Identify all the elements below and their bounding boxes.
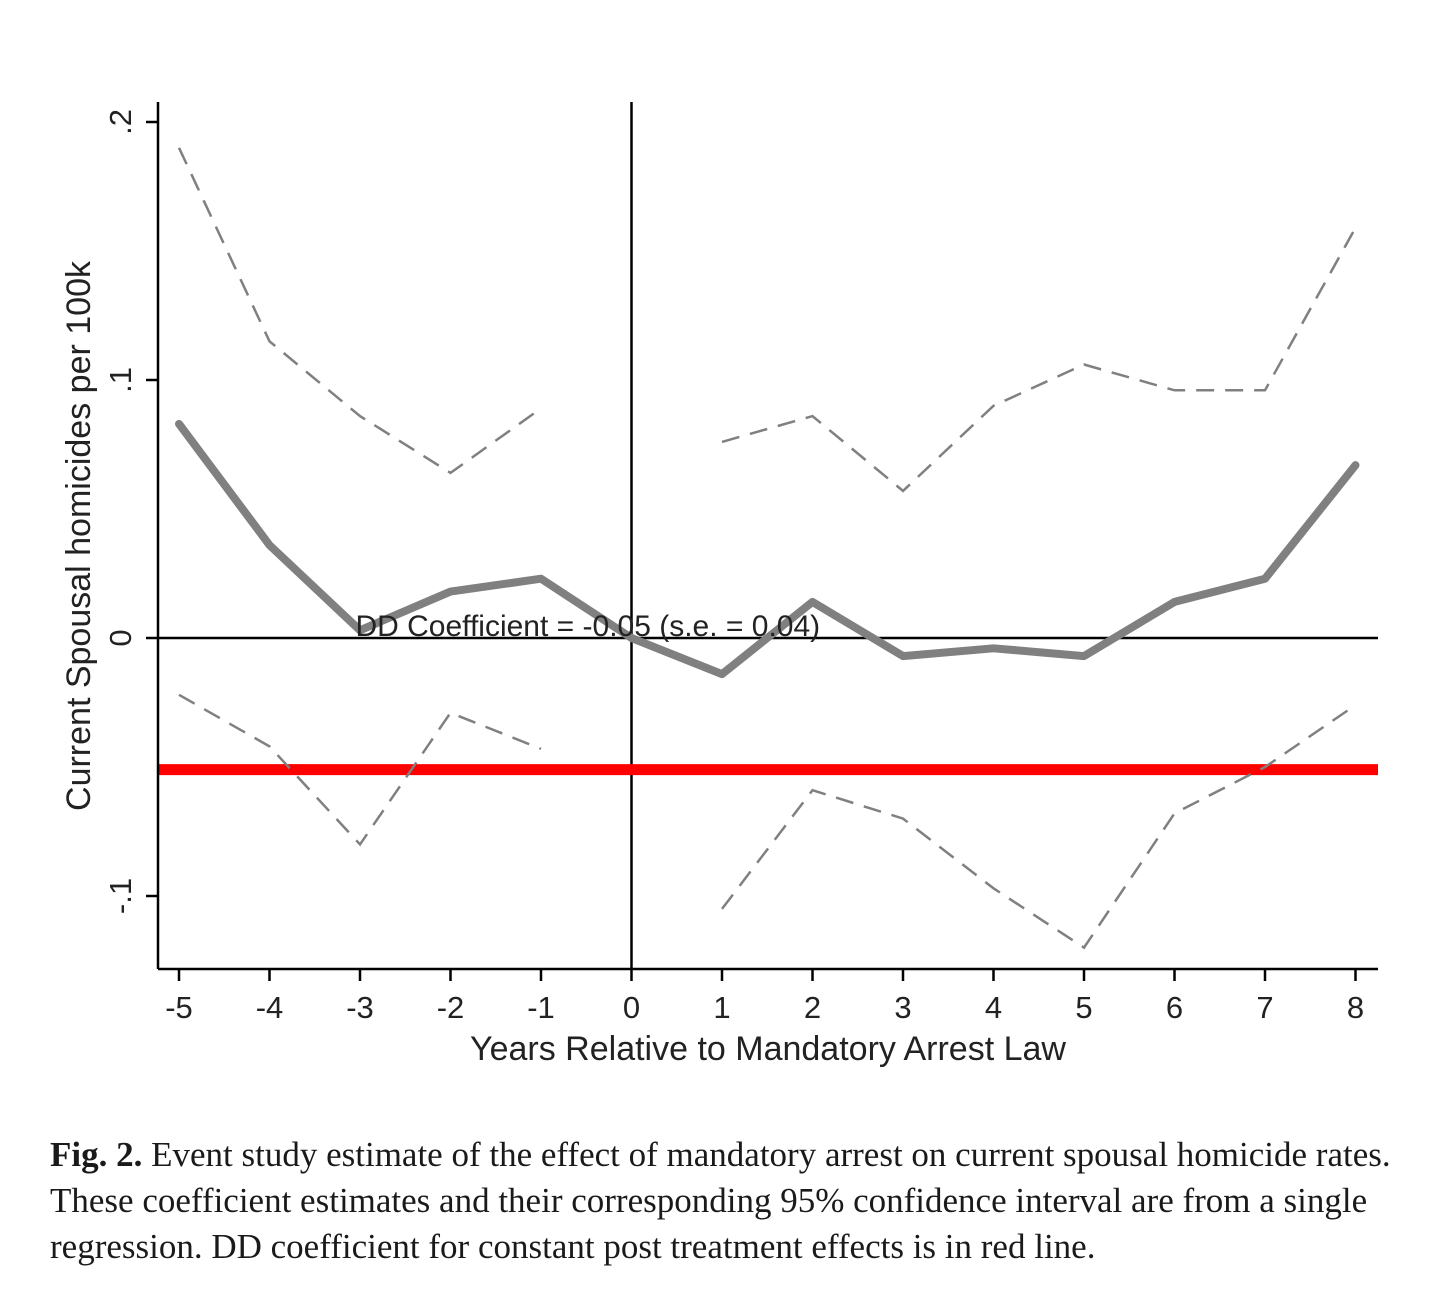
x-tick-label: -4 <box>256 990 284 1025</box>
x-tick-label: 2 <box>804 990 821 1025</box>
estimate-point <box>630 637 633 639</box>
x-tick-label: -5 <box>165 990 193 1025</box>
estimate-point <box>811 600 814 603</box>
figure-label: Fig. 2. <box>50 1135 143 1174</box>
y-tick-label: 0 <box>103 629 138 646</box>
caption-text: Event study estimate of the effect of ma… <box>50 1135 1391 1266</box>
confidence-interval-lines <box>177 147 1357 950</box>
y-tick-label: .1 <box>103 367 138 393</box>
x-tick-label: -1 <box>527 990 555 1025</box>
estimate-point <box>1264 577 1266 580</box>
estimate-point <box>721 673 723 676</box>
estimate-point <box>359 629 361 632</box>
event-study-chart: -5 -4 -3 -2 -1 0 1 2 3 4 5 6 7 8 -.1 0 .1 .2 DD Coefficie… <box>60 102 1378 1068</box>
estimate-point <box>449 590 452 593</box>
tick-labels: -5 -4 -3 -2 -1 0 1 2 3 4 5 6 7 8 -.1 0 .1 .2 <box>103 109 1364 1025</box>
ci-upper-post-line <box>721 227 1357 493</box>
chart-canvas: -5 -4 -3 -2 -1 0 1 2 3 4 5 6 7 8 -.1 0 .1 .2 DD Coefficie… <box>60 102 1378 1068</box>
estimate-point <box>268 544 271 547</box>
x-tick-label: 3 <box>894 990 911 1025</box>
figure-caption: Fig. 2. Event study estimate of the effe… <box>50 1132 1400 1270</box>
dd-coefficient-annotation: DD Coefficient = -0.05 (s.e. = 0.04) <box>355 610 820 643</box>
ci-lower-pre-line <box>178 693 542 847</box>
x-tick-label: 5 <box>1075 990 1092 1025</box>
estimate-point <box>902 655 904 658</box>
ci-upper-pre-line <box>177 147 542 475</box>
x-tick-label: 6 <box>1166 990 1183 1025</box>
estimate-point <box>1354 464 1357 467</box>
estimate-line <box>175 419 1360 679</box>
y-axis-title: Current Spousal homicides per 100k <box>60 260 98 811</box>
estimate-point <box>992 647 995 650</box>
axes <box>146 102 1378 981</box>
x-tick-label: 1 <box>713 990 730 1025</box>
x-tick-label: -3 <box>346 990 374 1025</box>
x-tick-label: 0 <box>623 990 640 1025</box>
x-tick-label: -2 <box>437 990 465 1025</box>
y-tick-label: .2 <box>103 109 138 135</box>
x-tick-label: 4 <box>985 990 1002 1025</box>
estimate-point <box>178 422 180 425</box>
x-axis-title: Years Relative to Mandatory Arrest Law <box>470 1030 1066 1068</box>
estimate-line-layer <box>175 419 1360 679</box>
y-tick-label: -.1 <box>103 878 138 914</box>
estimate-point <box>1083 655 1085 658</box>
x-tick-label: 7 <box>1256 990 1273 1025</box>
ci-lower-post-line <box>721 704 1357 950</box>
estimate-point <box>540 577 542 580</box>
reference-lines <box>158 102 1378 969</box>
estimate-point <box>1173 600 1176 603</box>
x-tick-label: 8 <box>1347 990 1364 1025</box>
